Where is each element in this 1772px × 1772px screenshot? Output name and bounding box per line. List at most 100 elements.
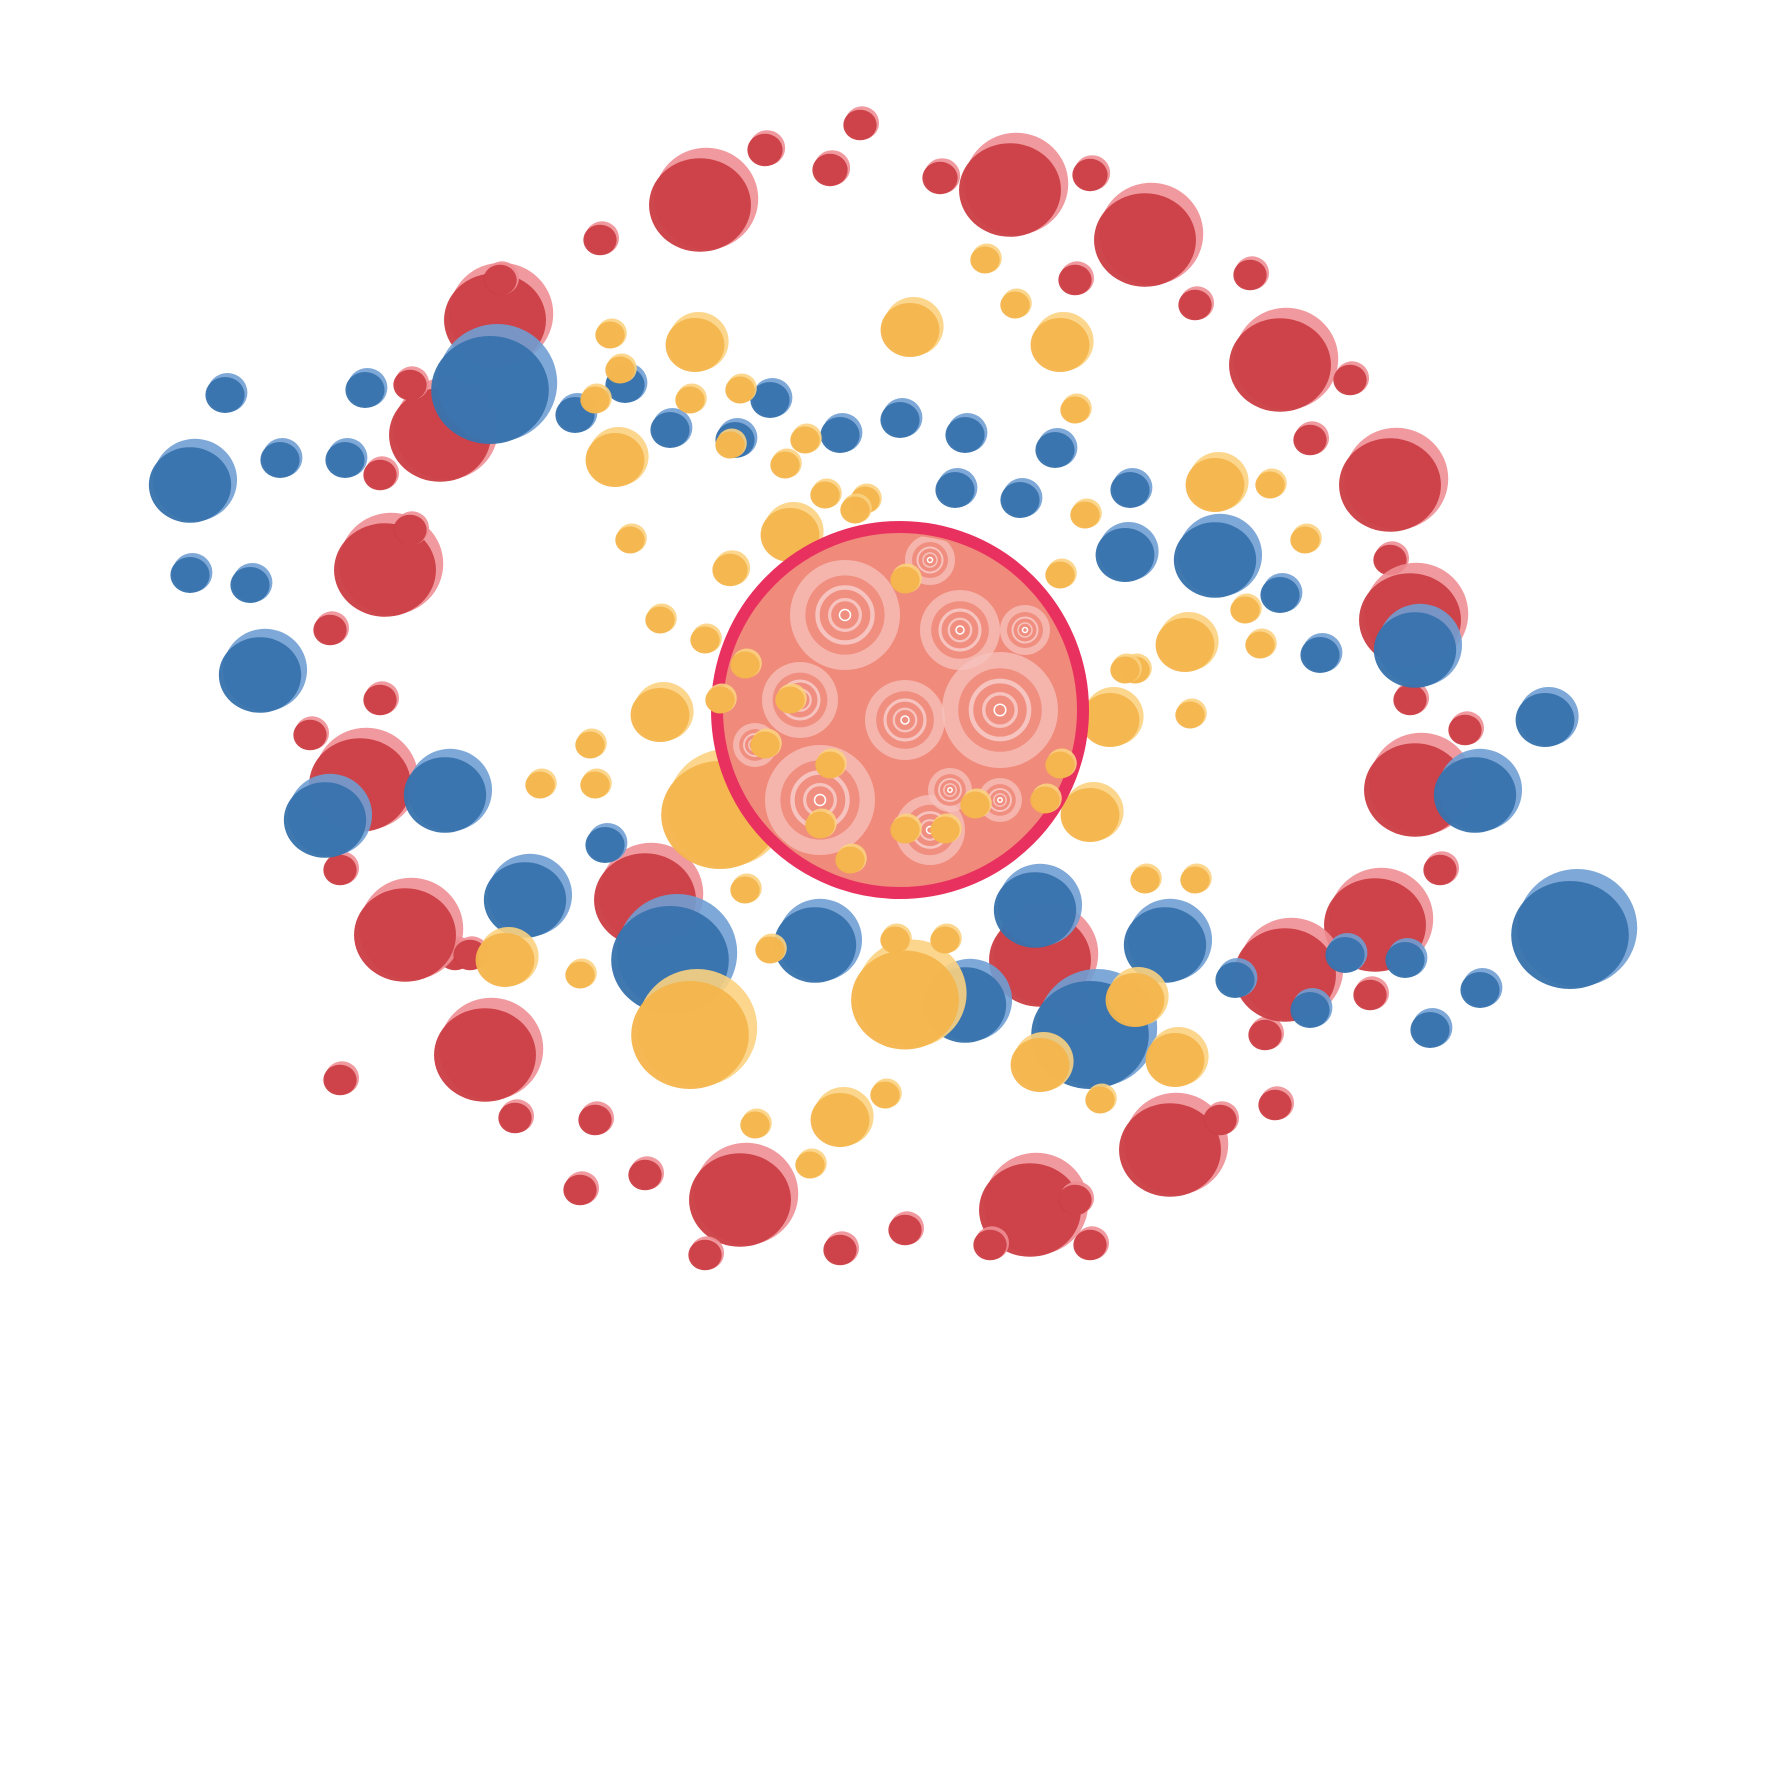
yellow-dot	[631, 969, 758, 1089]
red-dot	[323, 1061, 360, 1096]
blue-dot	[820, 413, 863, 453]
yellow-dot	[1175, 698, 1207, 729]
red-dot	[959, 132, 1069, 237]
red-dot	[1393, 681, 1430, 716]
yellow-dot	[815, 748, 847, 779]
yellow-dot	[1230, 593, 1262, 624]
blue-dot	[945, 413, 988, 453]
blue-dot	[1385, 938, 1428, 978]
blue-dot	[1410, 1008, 1453, 1048]
yellow-dot	[525, 768, 557, 799]
yellow-dot	[775, 683, 807, 714]
blue-dot	[1290, 988, 1333, 1028]
yellow-dot	[615, 523, 647, 554]
yellow-dot	[810, 1087, 874, 1147]
yellow-dot	[1060, 393, 1092, 424]
yellow-dot	[665, 312, 729, 372]
yellow-dot	[1145, 1027, 1209, 1087]
blue-dot	[205, 373, 248, 413]
yellow-dot	[840, 493, 872, 524]
blue-dot	[218, 628, 308, 713]
yellow-dot	[835, 843, 867, 874]
blue-dot	[1460, 968, 1503, 1008]
yellow-dot	[1130, 863, 1162, 894]
yellow-dot	[1180, 863, 1212, 894]
red-dot	[1119, 1092, 1229, 1197]
red-dot	[1353, 976, 1390, 1011]
yellow-dot	[810, 478, 842, 509]
yellow-dot	[890, 813, 922, 844]
blue-dot	[325, 438, 368, 478]
yellow-dot	[575, 728, 607, 759]
red-dot	[1293, 421, 1330, 456]
yellow-dot	[705, 683, 737, 714]
blue-dot	[935, 468, 978, 508]
blue-dot	[1000, 478, 1043, 518]
yellow-dot	[595, 318, 627, 349]
blue-dot	[1373, 603, 1463, 688]
blue-dot	[170, 553, 213, 593]
yellow-dot	[675, 383, 707, 414]
red-dot	[1203, 1101, 1240, 1136]
blue-dot	[1325, 933, 1368, 973]
yellow-dot	[712, 550, 751, 587]
yellow-dot	[645, 603, 677, 634]
yellow-dot	[870, 1078, 902, 1109]
red-dot	[649, 147, 759, 252]
swirl	[905, 535, 955, 585]
swirl	[865, 680, 945, 760]
red-dot	[354, 877, 464, 982]
yellow-dot	[1000, 288, 1032, 319]
blue-dot	[1173, 513, 1263, 598]
yellow-dot	[1290, 523, 1322, 554]
red-dot	[323, 851, 360, 886]
red-dot	[973, 1226, 1010, 1261]
blue-dot	[431, 324, 558, 444]
blue-dot	[585, 823, 628, 863]
yellow-dot	[565, 958, 597, 989]
red-dot	[812, 150, 851, 187]
red-dot	[747, 130, 786, 167]
red-dot	[1229, 307, 1339, 412]
yellow-dot	[1010, 1032, 1074, 1092]
blue-dot	[403, 748, 493, 833]
yellow-dot	[880, 297, 944, 357]
yellow-dot	[795, 1148, 827, 1179]
yellow-dot	[1030, 312, 1094, 372]
red-dot	[843, 106, 880, 141]
blue-dot	[773, 898, 863, 983]
yellow-dot	[890, 563, 922, 594]
red-dot	[578, 1101, 615, 1136]
yellow-dot	[970, 243, 1002, 274]
red-dot	[888, 1211, 925, 1246]
outer-dots-layer	[148, 106, 1638, 1271]
red-dot	[1448, 711, 1485, 746]
red-dot	[1233, 256, 1270, 291]
yellow-dot	[1030, 783, 1062, 814]
red-dot	[483, 261, 520, 296]
red-dot	[1094, 182, 1204, 287]
red-dot	[688, 1236, 725, 1271]
red-dot	[1058, 261, 1095, 296]
yellow-dot	[880, 923, 912, 954]
red-dot	[563, 1171, 600, 1206]
yellow-dot	[805, 808, 837, 839]
yellow-dot	[755, 933, 787, 964]
red-dot	[1178, 286, 1215, 321]
yellow-dot	[740, 1108, 772, 1139]
red-dot	[1423, 851, 1460, 886]
swirl	[1000, 605, 1050, 655]
blue-dot	[993, 863, 1083, 948]
blue-dot	[483, 853, 573, 938]
blue-dot	[1110, 468, 1153, 508]
yellow-dot	[851, 939, 967, 1050]
yellow-dot	[1245, 628, 1277, 659]
red-dot	[393, 511, 430, 546]
yellow-dot	[1080, 687, 1144, 747]
yellow-dot	[790, 423, 822, 454]
yellow-dot	[930, 923, 962, 954]
blue-dot	[1123, 898, 1213, 983]
yellow-dot	[725, 373, 757, 404]
